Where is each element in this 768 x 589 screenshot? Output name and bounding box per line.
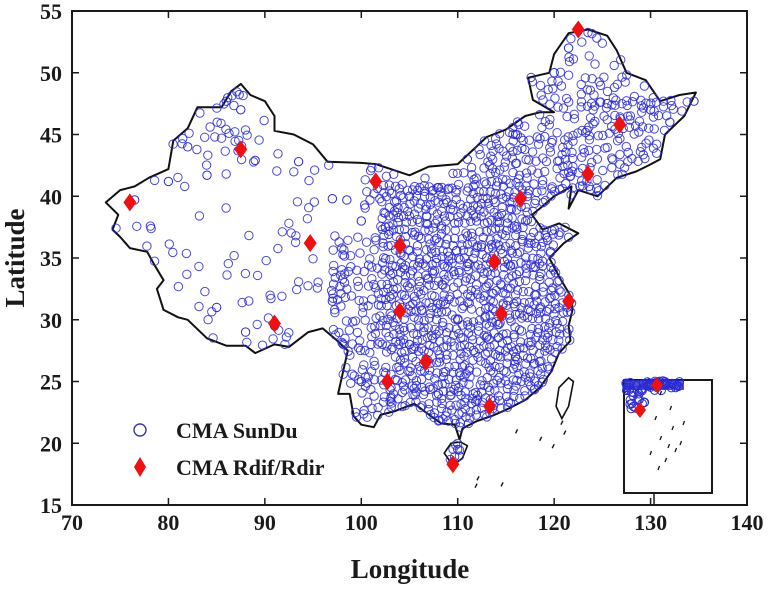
legend-circle-icon [133,423,147,437]
x-tick-label: 90 [254,510,276,535]
y-tick-label: 35 [40,246,62,271]
rdif-station-diamond [234,140,248,159]
rdif-station-markers [123,20,627,474]
rdif-station-diamond [393,302,407,321]
rdif-station-diamond [483,397,497,416]
y-tick-label: 30 [40,308,62,333]
y-tick-label: 55 [40,0,62,24]
x-tick-label: 120 [538,510,571,535]
x-tick-label: 80 [157,510,179,535]
rdif-station-diamond [393,236,407,255]
rdif-station-diamond [369,172,383,191]
x-tick-label: 130 [634,510,667,535]
y-tick-label: 15 [40,493,62,518]
rdif-station-diamond [562,292,576,311]
x-tick-label: 110 [442,510,474,535]
x-tick-label: 70 [61,510,83,535]
sundu-station-markers [111,27,699,468]
axis-ticks [71,10,748,506]
rdif-station-diamond [513,189,527,208]
x-axis-label: Longitude [351,554,470,584]
rdif-station-diamond [487,252,501,271]
legend: CMA SunDu CMA Rdif/Rdir [133,418,325,480]
y-tick-label: 40 [40,184,62,209]
y-tick-label: 50 [40,61,62,86]
x-tick-label: 140 [731,510,764,535]
rdif-station-diamond [380,372,394,391]
south-china-sea-inset [621,376,713,505]
legend-label-sundu: CMA SunDu [176,418,298,443]
rdif-station-diamond [303,234,317,253]
rdif-station-diamond [419,352,433,371]
rdif-station-diamond [446,455,460,474]
y-tick-label: 20 [40,431,62,456]
rdif-station-diamond [123,193,137,212]
rdif-station-diamond [571,20,585,39]
rdif-station-diamond [494,304,508,323]
y-tick-labels: 15 20 25 30 35 40 45 50 55 [40,0,62,518]
x-tick-labels: 70 80 90 100 110 120 130 140 [61,510,764,535]
legend-label-rdif: CMA Rdif/Rdir [176,455,325,480]
rdif-station-diamond [268,314,281,333]
x-tick-label: 100 [345,510,378,535]
rdif-station-diamond [581,165,595,184]
y-tick-label: 25 [40,370,62,395]
y-tick-label: 45 [40,123,62,148]
rdif-station-diamond [613,115,627,134]
legend-diamond-icon [134,457,146,477]
y-axis-label: Latitude [0,208,30,307]
